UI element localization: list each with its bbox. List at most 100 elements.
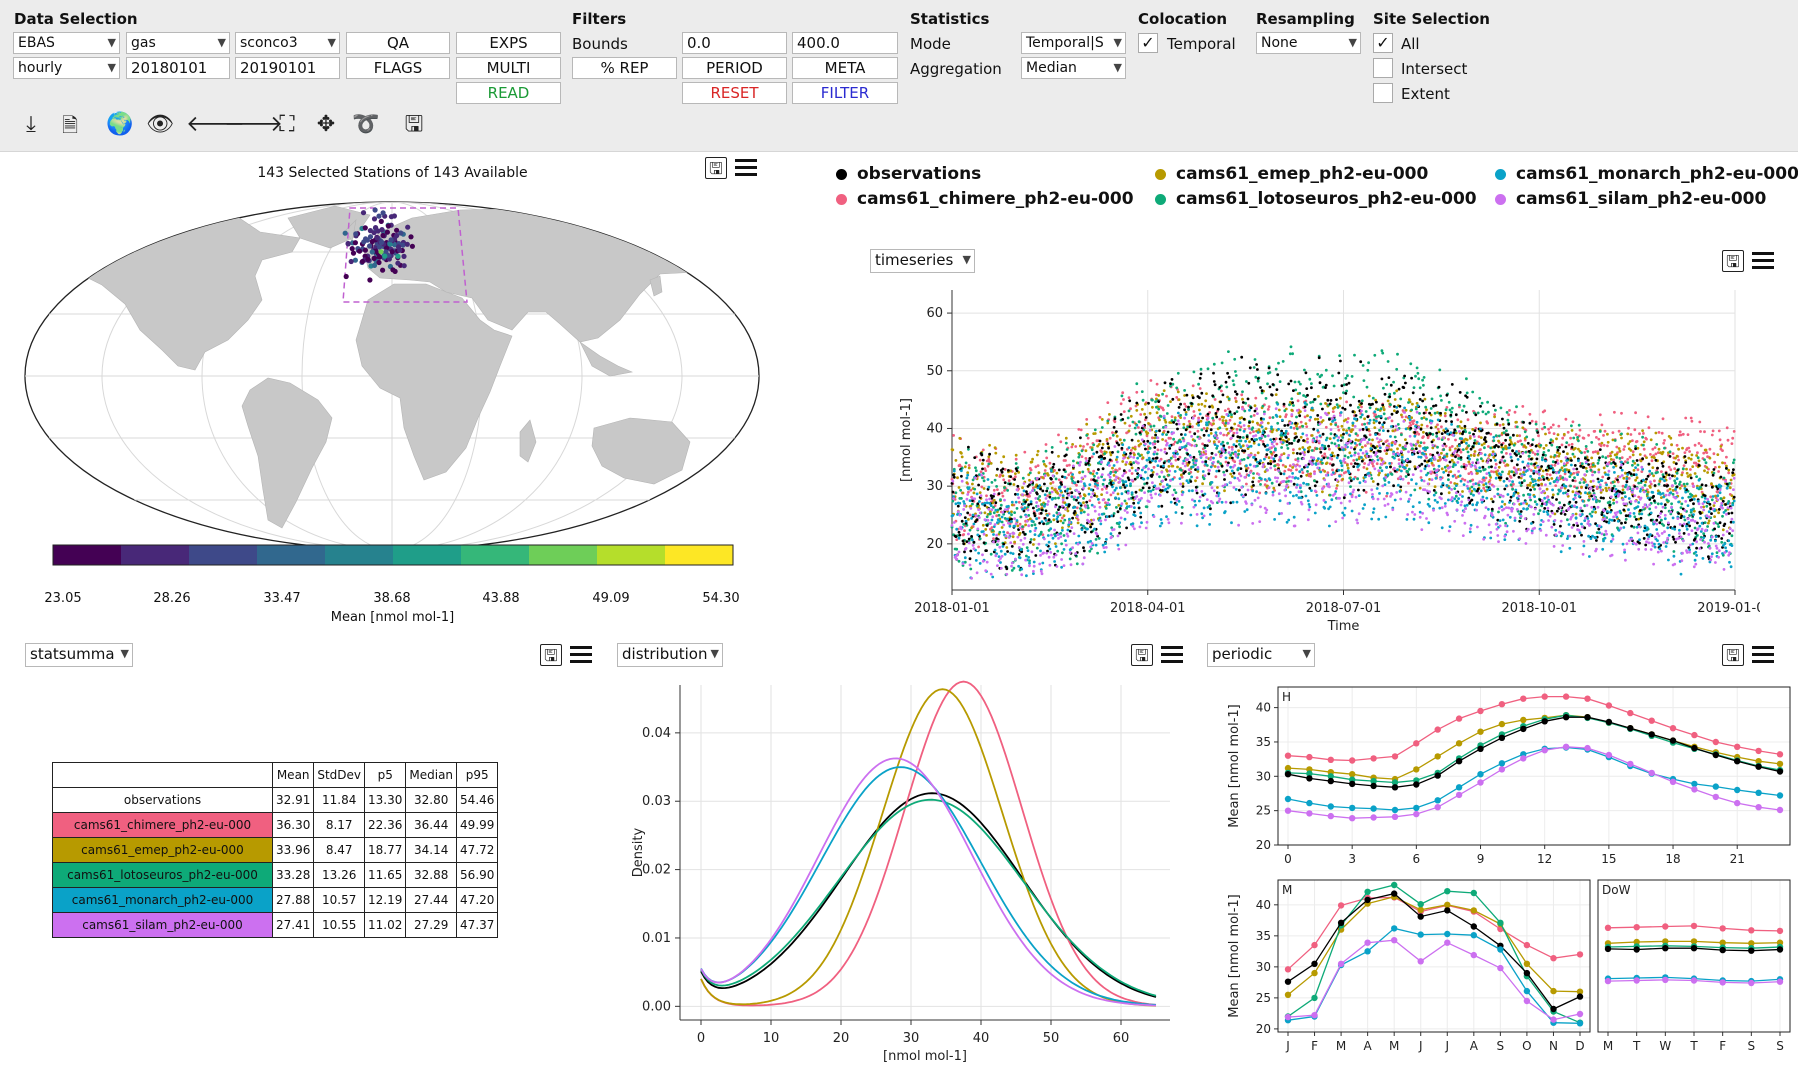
timeseries-point [1551,470,1555,474]
timeseries-point [1499,476,1503,480]
start-date-field[interactable]: 20180101 [126,57,230,79]
document-settings-icon[interactable]: 🗎 [61,113,79,137]
download-icon[interactable]: ⤓ [26,112,36,137]
timeseries-point [1076,480,1080,484]
timeseries-point [1021,530,1025,534]
timeseries-point [1271,490,1275,494]
zoom-box-icon[interactable]: ⛶ [279,112,295,137]
read-button[interactable]: READ [456,82,561,104]
timeseries-point [1051,481,1055,484]
timeseries-point [1010,517,1013,521]
timeseries-point [1422,416,1426,419]
site-intersect-checkbox[interactable] [1373,58,1393,78]
timeseries-point [1529,498,1532,502]
legend-item-emep[interactable]: cams61_emep_ph2-eu-000 [1155,164,1428,184]
save-image-icon[interactable]: 🖫 [705,157,727,179]
world-map[interactable] [0,180,780,625]
timeseries-point [1183,408,1186,412]
aggregation-dropdown[interactable]: Median ▼ [1021,57,1126,79]
colorbar-bin [665,545,700,565]
timeseries-point [1705,504,1709,508]
matrix-dropdown[interactable]: gas ▼ [126,32,230,54]
timeseries-chart[interactable]: 2018-01-01 2018-04-01 2018-07-01 2018-10-01… [880,280,1760,635]
timeseries-point [1388,462,1392,465]
globe-icon[interactable]: 🌍 [106,112,134,137]
timeseries-point [1624,517,1628,521]
timeseries-point [1655,518,1659,522]
legend-item-silam[interactable]: cams61_silam_ph2-eu-000 [1495,189,1766,209]
lower-bound-field[interactable]: 0.0 [682,32,787,54]
timeseries-point [1066,509,1070,513]
period-button[interactable]: PERIOD [682,57,787,79]
flags-button[interactable]: FLAGS [346,57,450,79]
resampling-dropdown[interactable]: None ▼ [1256,32,1361,54]
eye-icon[interactable]: 👁 [146,112,174,137]
arrow-right-icon[interactable]: 🡒 [224,112,283,137]
resolution-dropdown[interactable]: hourly ▼ [13,57,120,79]
filter-button[interactable]: FILTER [792,82,898,104]
qa-button[interactable]: QA [346,32,450,54]
legend-item-chimere[interactable]: cams61_chimere_ph2-eu-000 [836,189,1134,209]
station-marker [395,253,401,259]
timeseries-plot-selector[interactable]: timeseries ▼ [870,249,975,273]
map-plot-menu[interactable]: 🖫 [705,155,757,183]
timeseries-point [1559,524,1562,528]
temporal-colocation-checkbox[interactable]: ✓ [1138,33,1158,53]
timeseries-point [990,496,994,500]
timeseries-point [1177,406,1181,409]
timeseries-point [1503,487,1507,491]
station-markers[interactable] [342,207,415,283]
timeseries-point [1203,446,1207,450]
timeseries-point [1205,392,1208,395]
timeseries-point [1059,489,1063,493]
timeseries-point [1184,428,1188,432]
network-dropdown[interactable]: EBAS ▼ [13,32,120,54]
timeseries-point [1157,394,1161,397]
rep-button[interactable]: % REP [572,57,677,79]
pan-icon[interactable]: ✥ [316,112,336,137]
hamburger-menu-icon[interactable] [735,155,757,179]
end-date-field[interactable]: 20190101 [235,57,340,79]
timeseries-point [1285,440,1289,443]
timeseries-point [966,473,970,477]
timeseries-point [1323,444,1327,448]
colorbar-tick: 33.47 [263,591,301,606]
colorbar-bin [325,545,360,565]
timeseries-point [1093,428,1097,432]
save-image-icon[interactable]: 🖫 [404,112,424,137]
reset-button[interactable]: RESET [682,82,787,104]
exps-button[interactable]: EXPS [456,32,561,54]
timeseries-plot-menu[interactable]: 🖫 [1722,248,1774,276]
meta-button[interactable]: META [792,57,898,79]
site-extent-checkbox[interactable] [1373,83,1393,103]
timeseries-point [1271,383,1275,386]
timeseries-point [1082,497,1085,500]
region-selection-box[interactable] [342,207,468,303]
save-image-icon[interactable]: 🖫 [1722,250,1744,272]
timeseries-point [1689,416,1693,420]
timeseries-point [1375,415,1378,419]
legend-item-observations[interactable]: observations [836,164,981,184]
arrow-left-icon[interactable]: 🡐 [186,112,245,137]
mode-dropdown[interactable]: Temporal|S ▼ [1021,32,1126,54]
timeseries-point [981,530,985,533]
hamburger-menu-icon[interactable] [1752,248,1774,272]
timeseries-point [1611,487,1615,490]
timeseries-point [1238,428,1242,432]
chevron-down-icon: ▼ [1348,36,1357,49]
upper-bound-field[interactable]: 400.0 [792,32,898,54]
timeseries-point [1708,447,1712,451]
legend-marker [1155,168,1166,180]
timeseries-point [1123,517,1127,521]
timeseries-point [1187,460,1191,464]
site-all-checkbox[interactable]: ✓ [1373,33,1393,53]
lasso-icon[interactable]: ➰ [352,112,380,137]
legend-item-monarch[interactable]: cams61_monarch_ph2-eu-000 [1495,164,1798,184]
multi-button[interactable]: MULTI [456,57,561,79]
species-dropdown[interactable]: sconco3 ▼ [235,32,340,54]
timeseries-point [1010,500,1014,504]
legend-item-lotoseuros[interactable]: cams61_lotoseuros_ph2-eu-000 [1155,189,1477,209]
timeseries-point [1227,407,1230,411]
timeseries-point [1636,463,1640,467]
timeseries-point [1098,439,1102,443]
